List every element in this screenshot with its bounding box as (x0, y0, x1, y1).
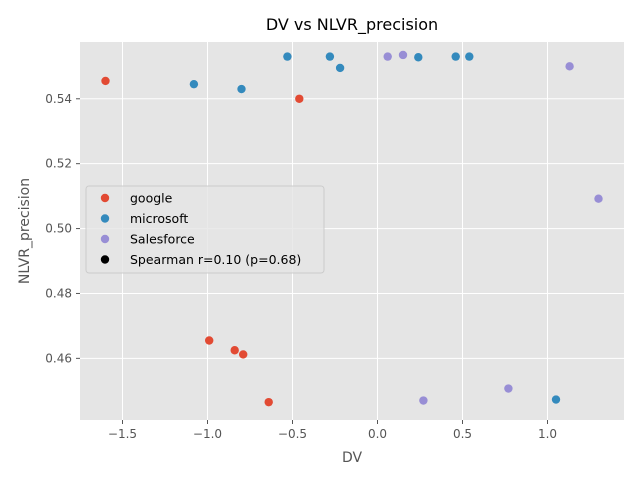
data-point-microsoft (283, 52, 292, 61)
data-point-google (295, 94, 304, 103)
y-tick-label: 0.48 (45, 286, 72, 300)
legend-label: google (130, 191, 173, 206)
grid-lines (80, 42, 624, 420)
legend-label: microsoft (130, 211, 188, 226)
x-tick-label: 0.5 (453, 427, 472, 441)
data-point-google (101, 76, 110, 86)
chart-title: DV vs NLVR_precision (266, 15, 438, 35)
data-point-microsoft (189, 79, 199, 89)
legend-box (85, 185, 325, 274)
data-point-salesforce (594, 194, 603, 203)
x-tick-label: 1.0 (538, 427, 557, 441)
data-point-microsoft (414, 53, 423, 62)
data-point-google (264, 397, 273, 407)
data-points (101, 50, 603, 407)
data-point-microsoft (465, 52, 474, 61)
x-tick-label: −1.5 (108, 427, 137, 441)
data-point-microsoft (451, 52, 460, 61)
legend-label: Salesforce (130, 232, 195, 247)
data-point-microsoft (325, 52, 335, 61)
y-tick-label: 0.50 (45, 222, 72, 236)
y-axis-label: NLVR_precision (17, 178, 33, 284)
data-point-salesforce (565, 62, 574, 71)
legend-marker (100, 255, 110, 264)
y-tick-label: 0.54 (45, 92, 72, 106)
axis-ticks: −1.5 −1.0 −0.5 0.0 0.5 1.0 0.46 0.48 0.50 0.52 0.5… (45, 92, 557, 441)
data-point-google (205, 336, 214, 345)
data-point-microsoft (237, 84, 246, 94)
legend: google microsoft Salesforce Spearman r=0.10… (85, 185, 325, 274)
x-tick-label: 0.0 (368, 427, 387, 441)
data-point-salesforce (419, 396, 428, 405)
legend-marker (100, 193, 110, 203)
legend-marker (100, 214, 110, 223)
data-point-google (239, 350, 248, 359)
x-tick-label: −0.5 (278, 427, 307, 441)
data-point-salesforce (398, 50, 408, 60)
data-point-microsoft (335, 63, 345, 73)
legend-marker (100, 234, 110, 244)
y-tick-label: 0.46 (45, 351, 72, 365)
y-tick-label: 0.52 (45, 157, 72, 171)
legend-label: Spearman r=0.10 (p=0.68) (130, 252, 301, 267)
data-point-microsoft (551, 395, 561, 404)
x-axis-label: DV (342, 450, 363, 466)
data-point-salesforce (383, 52, 392, 61)
data-point-google (230, 346, 239, 355)
data-point-salesforce (504, 384, 513, 393)
x-tick-label: −1.0 (193, 427, 222, 441)
